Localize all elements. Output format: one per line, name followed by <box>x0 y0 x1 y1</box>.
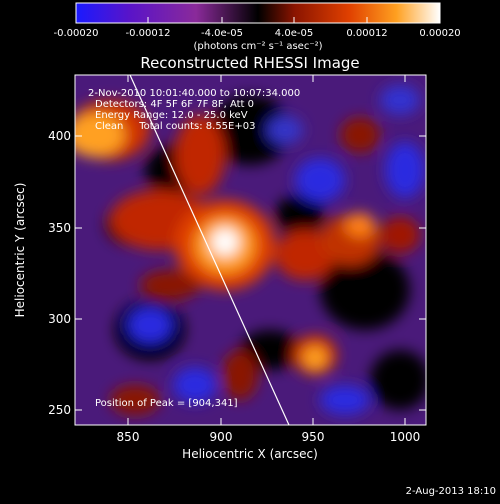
y-axis-label: Heliocentric Y (arcsec) <box>13 183 27 318</box>
peak-position-label: Position of Peak = [904,341] <box>95 398 238 409</box>
colorbar-tick-label: -0.00020 <box>54 28 99 39</box>
x-tick-label: 1000 <box>390 430 421 444</box>
y-tick-label: 400 <box>48 129 71 143</box>
info-time-range: 2-Nov-2010 10:01:40.000 to 10:07:34.000 <box>88 88 300 99</box>
colorbar-tick-label: -4.0e-05 <box>201 28 243 39</box>
info-detectors: Detectors: 4F 5F 6F 7F 8F, Att 0 <box>95 99 254 110</box>
colorbar-ticks <box>75 17 441 23</box>
y-tick-label: 350 <box>48 221 71 235</box>
x-tick-label: 850 <box>117 430 140 444</box>
colorbar-tick-label: 0.00020 <box>419 28 460 39</box>
colorbar-tick-label: 4.0e-05 <box>275 28 313 39</box>
plot-frame <box>74 74 427 426</box>
reconstructed-image <box>75 75 426 425</box>
plot-timestamp: 2-Aug-2013 18:10 <box>406 486 496 497</box>
x-tick-label: 950 <box>302 430 325 444</box>
y-axis-ticks <box>75 135 426 411</box>
x-tick-label: 900 <box>210 430 233 444</box>
info-clean-counts: Clean Total counts: 8.55E+03 <box>95 121 255 132</box>
colorbar-units: (photons cm⁻² s⁻¹ asec⁻²) <box>193 41 322 52</box>
info-energy-range: Energy Range: 12.0 - 25.0 keV <box>95 110 248 121</box>
plot-title: Reconstructed RHESSI Image <box>140 54 359 72</box>
y-tick-label: 300 <box>48 312 71 326</box>
x-axis-label: Heliocentric X (arcsec) <box>182 447 318 461</box>
solar-limb-line <box>129 75 290 425</box>
y-tick-label: 250 <box>48 403 71 417</box>
colorbar-tick-label: -0.00012 <box>126 28 171 39</box>
colorbar <box>75 2 441 24</box>
observation-info: 2-Nov-2010 10:01:40.000 to 10:07:34.000 … <box>88 88 300 132</box>
colorbar-tick-label: 0.00012 <box>346 28 387 39</box>
x-axis-ticks <box>127 75 406 425</box>
